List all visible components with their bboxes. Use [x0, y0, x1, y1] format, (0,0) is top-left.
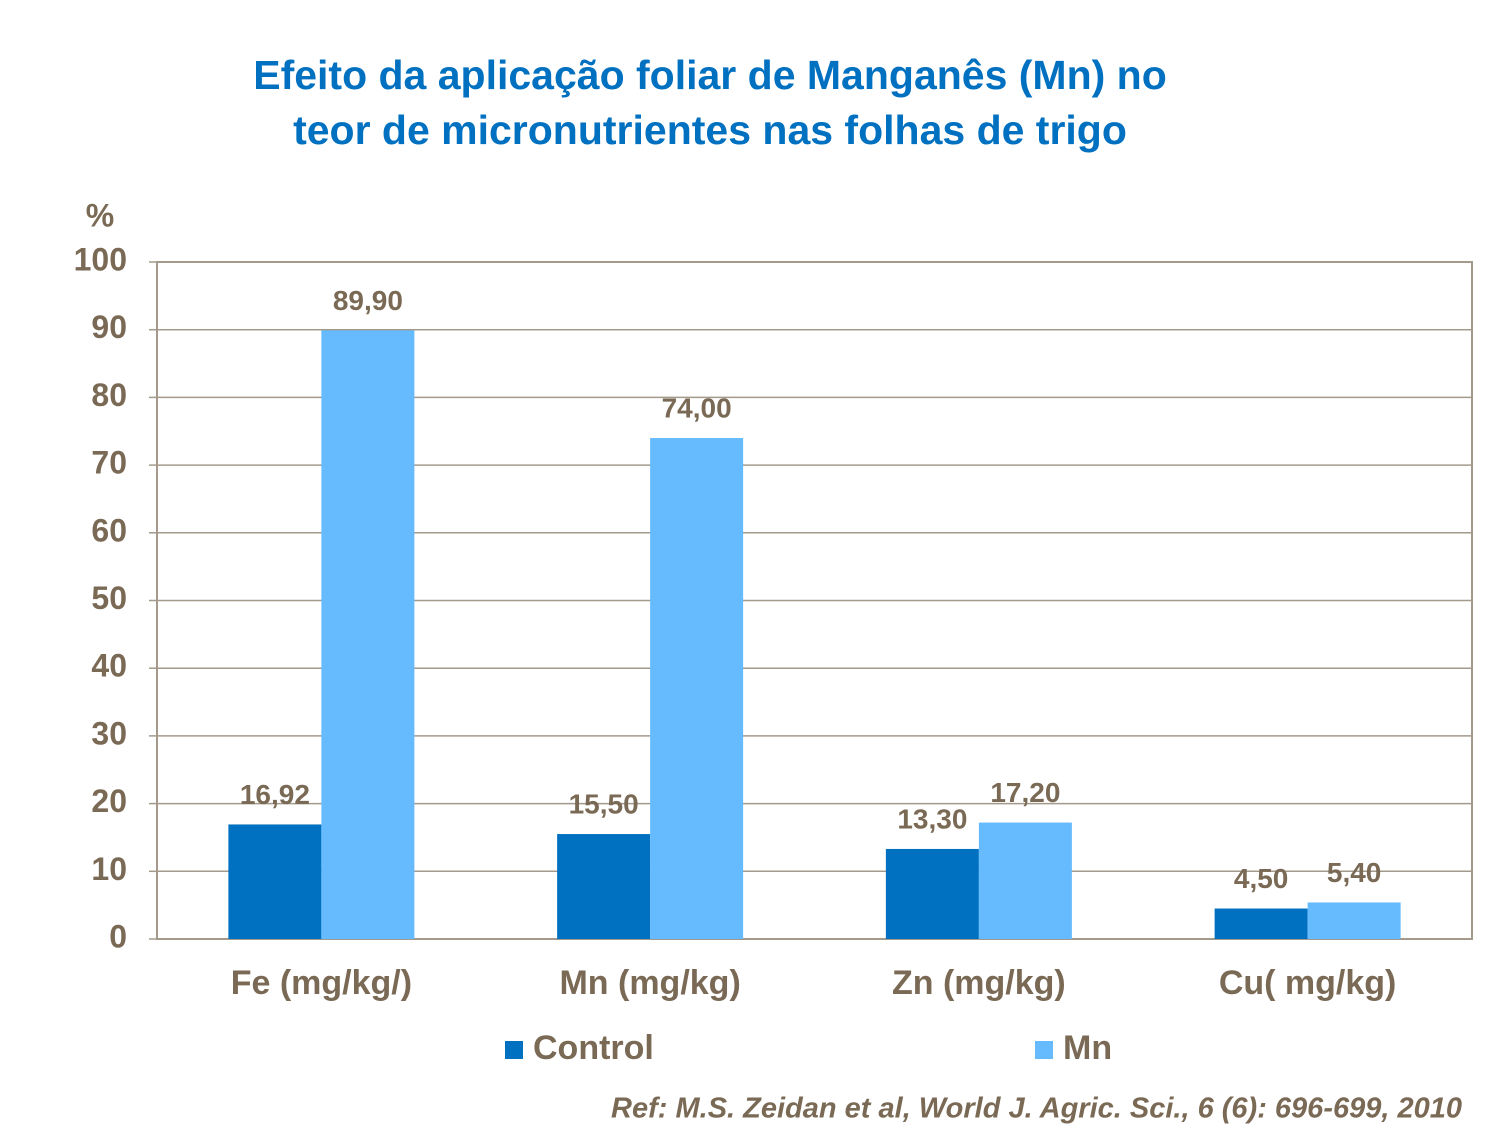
y-tick-label: 80	[91, 377, 127, 413]
bar	[1307, 902, 1401, 939]
value-label: 13,30	[897, 803, 967, 834]
legend-swatch	[1035, 1041, 1053, 1059]
y-tick-label: 0	[109, 918, 127, 954]
chart-title: Efeito da aplicação foliar de Manganês (…	[253, 52, 1167, 98]
value-label: 17,20	[990, 777, 1060, 808]
y-tick-label: 60	[91, 512, 127, 548]
plot-border	[156, 261, 1473, 940]
bar	[228, 824, 322, 939]
x-tick-label: Mn (mg/kg)	[559, 964, 740, 1002]
bar	[650, 438, 744, 939]
value-label: 4,50	[1234, 863, 1289, 894]
reference: Ref: M.S. Zeidan et al, World J. Agric. …	[611, 1093, 1462, 1125]
legend-label: Mn	[1063, 1029, 1112, 1067]
y-tick-label: 90	[91, 309, 127, 345]
x-tick-label: Cu( mg/kg)	[1219, 964, 1397, 1002]
value-label: 74,00	[662, 392, 732, 423]
legend-swatch	[505, 1041, 523, 1059]
y-tick-label: 10	[91, 851, 127, 887]
bar	[885, 848, 979, 939]
y-axis-label: %	[86, 197, 114, 233]
bar	[557, 834, 651, 939]
bar	[1214, 908, 1308, 939]
y-tick-label: 40	[91, 648, 127, 684]
value-label: 15,50	[569, 788, 639, 819]
value-label: 16,92	[240, 779, 310, 810]
y-tick-label: 100	[74, 241, 127, 277]
y-tick-label: 70	[91, 445, 127, 481]
chart-title: teor de micronutrientes nas folhas de tr…	[293, 107, 1127, 153]
x-tick-label: Zn (mg/kg)	[892, 964, 1066, 1002]
x-tick-label: Fe (mg/kg/)	[231, 964, 412, 1002]
legend-label: Control	[533, 1029, 654, 1067]
value-label: 5,40	[1327, 857, 1382, 888]
bar	[321, 330, 415, 939]
y-tick-label: 30	[91, 715, 127, 751]
y-tick-label: 20	[91, 783, 127, 819]
y-tick-label: 50	[91, 580, 127, 616]
bar	[978, 822, 1072, 939]
value-label: 89,90	[333, 285, 403, 316]
